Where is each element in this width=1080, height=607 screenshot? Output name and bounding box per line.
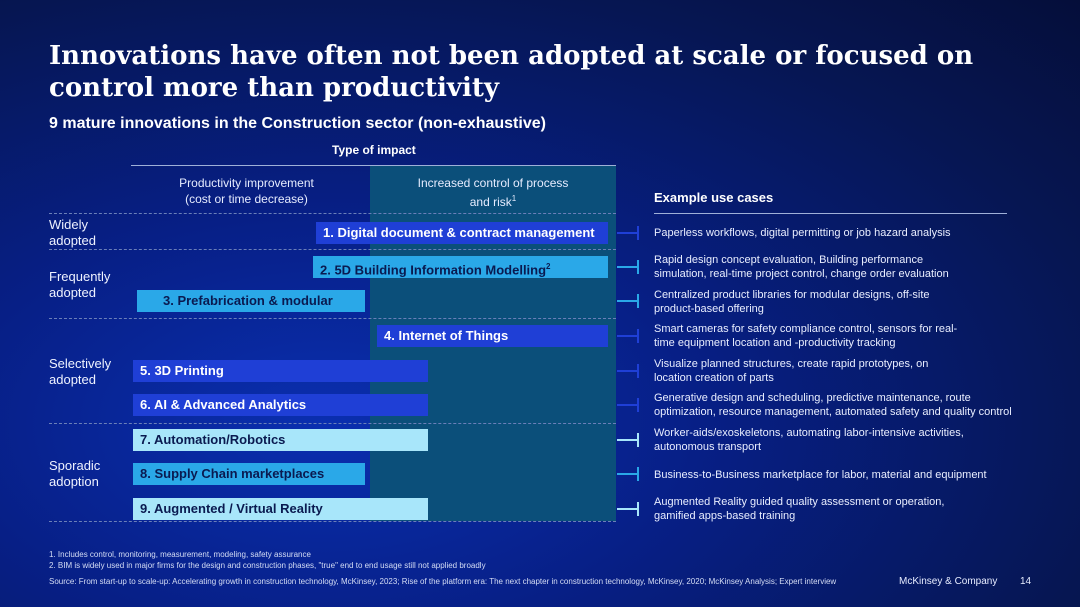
header-divider xyxy=(131,165,616,166)
row-label-line: adopted xyxy=(49,372,96,387)
connector-tick xyxy=(617,232,637,234)
row-label-widely-adopted: Widely adopted xyxy=(49,217,96,249)
use-case-line: Smart cameras for safety compliance cont… xyxy=(654,323,958,335)
use-case-9: Augmented Reality guided quality assessm… xyxy=(654,495,1024,523)
connector-tick xyxy=(617,404,637,406)
footnote-marker: 2 xyxy=(546,262,551,271)
column-header-productivity-line2: (cost or time decrease) xyxy=(185,192,308,206)
innovation-bar-3d-printing: 5. 3D Printing xyxy=(133,360,428,382)
use-case-1: Paperless workflows, digital permitting … xyxy=(654,226,1024,240)
innovation-label: 6. AI & Advanced Analytics xyxy=(140,397,307,412)
connector-tick xyxy=(617,439,637,441)
row-label-line: Widely xyxy=(49,217,89,232)
use-case-line: Centralized product libraries for modula… xyxy=(654,289,930,301)
row-divider xyxy=(49,423,616,424)
connector-tick xyxy=(617,300,637,302)
use-case-2: Rapid design concept evaluation, Buildin… xyxy=(654,253,1024,281)
use-case-line: product-based offering xyxy=(654,303,764,315)
connector-bracket xyxy=(617,433,639,447)
column-header-control-line1: Increased control of process xyxy=(417,176,569,190)
use-case-line: Paperless workflows, digital permitting … xyxy=(654,227,951,239)
use-case-line: autonomous transport xyxy=(654,441,762,453)
footnote-1: 1. Includes control, monitoring, measure… xyxy=(49,550,311,559)
footnote-2: 2. BIM is widely used in major firms for… xyxy=(49,561,486,570)
connector-tick xyxy=(617,508,637,510)
row-label-sporadic-adoption: Sporadic adoption xyxy=(49,458,100,490)
row-label-line: adopted xyxy=(49,233,96,248)
use-case-line: Visualize planned structures, create rap… xyxy=(654,358,929,370)
innovation-label: 7. Automation/Robotics xyxy=(140,432,286,447)
row-label-line: Selectively xyxy=(49,356,112,371)
use-case-line: time equipment location and -productivit… xyxy=(654,337,896,349)
row-divider xyxy=(49,213,616,214)
example-use-cases-header: Example use cases xyxy=(654,190,774,205)
use-case-line: Business-to-Business marketplace for lab… xyxy=(654,469,987,481)
use-case-7: Worker-aids/exoskeletons, automating lab… xyxy=(654,426,1024,454)
row-label-line: Frequently xyxy=(49,269,111,284)
innovation-label: 1. Digital document & contract managemen… xyxy=(323,225,595,240)
use-case-line: simulation, real-time project control, c… xyxy=(654,268,949,280)
innovation-label: 4. Internet of Things xyxy=(384,328,509,343)
innovation-bar-supply-chain: 8. Supply Chain marketplaces xyxy=(133,463,365,485)
use-case-line: gamified apps-based training xyxy=(654,510,796,522)
innovation-bar-ar-vr: 9. Augmented / Virtual Reality xyxy=(133,498,428,520)
row-divider xyxy=(49,318,616,319)
use-case-8: Business-to-Business marketplace for lab… xyxy=(654,468,1024,482)
innovation-label: 9. Augmented / Virtual Reality xyxy=(140,501,323,516)
footnote-marker: 1 xyxy=(511,194,517,203)
connector-tick xyxy=(617,266,637,268)
column-header-control-line2: and risk xyxy=(469,195,512,209)
use-case-line: location creation of parts xyxy=(654,372,774,384)
innovation-bar-prefabrication: 3. Prefabrication & modular xyxy=(137,290,365,312)
innovation-label: 8. Supply Chain marketplaces xyxy=(140,466,325,481)
brand-name: McKinsey & Company xyxy=(899,576,998,587)
use-case-line: Generative design and scheduling, predic… xyxy=(654,392,971,404)
use-case-3: Centralized product libraries for modula… xyxy=(654,288,1024,316)
row-divider xyxy=(49,521,616,522)
use-case-line: optimization, resource management, autom… xyxy=(654,406,1012,418)
use-case-6: Generative design and scheduling, predic… xyxy=(654,391,1024,419)
source-note: Source: From start-up to scale-up: Accel… xyxy=(49,577,837,586)
innovation-bar-digital-document: 1. Digital document & contract managemen… xyxy=(316,222,608,244)
column-header-control: Increased control of process and risk1 xyxy=(370,175,616,210)
type-of-impact-header: Type of impact xyxy=(332,143,416,157)
connector-bracket xyxy=(617,294,639,308)
connector-bracket xyxy=(617,467,639,481)
use-case-5: Visualize planned structures, create rap… xyxy=(654,357,1024,385)
column-header-productivity-line1: Productivity improvement xyxy=(179,176,314,190)
example-header-divider xyxy=(654,213,1007,214)
row-label-frequently-adopted: Frequently adopted xyxy=(49,269,110,301)
row-label-line: adoption xyxy=(49,474,99,489)
row-label-line: adopted xyxy=(49,285,96,300)
connector-tick xyxy=(617,370,637,372)
page-subtitle: 9 mature innovations in the Construction… xyxy=(49,115,546,132)
use-case-line: Augmented Reality guided quality assessm… xyxy=(654,496,945,508)
innovation-bar-ai-analytics: 6. AI & Advanced Analytics xyxy=(133,394,428,416)
page-number: 14 xyxy=(1020,576,1032,587)
connector-tick xyxy=(617,473,637,475)
use-case-line: Worker-aids/exoskeletons, automating lab… xyxy=(654,427,964,439)
innovation-label: 3. Prefabrication & modular xyxy=(163,293,333,308)
connector-bracket xyxy=(617,364,639,378)
connector-bracket xyxy=(617,329,639,343)
row-divider xyxy=(49,249,616,250)
innovation-bar-5d-bim: 2. 5D Building Information Modelling2 xyxy=(313,256,608,278)
connector-bracket xyxy=(617,398,639,412)
connector-tick xyxy=(617,335,637,337)
row-label-line: Sporadic xyxy=(49,458,101,473)
row-label-selectively-adopted: Selectively adopted xyxy=(49,356,111,388)
use-case-line: Rapid design concept evaluation, Buildin… xyxy=(654,254,924,266)
page-title: Innovations have often not been adopted … xyxy=(49,41,974,103)
connector-bracket xyxy=(617,260,639,274)
innovation-label: 2. 5D Building Information Modelling xyxy=(320,262,547,278)
innovation-bar-iot: 4. Internet of Things xyxy=(377,325,608,347)
innovation-bar-automation-robotics: 7. Automation/Robotics xyxy=(133,429,428,451)
use-case-4: Smart cameras for safety compliance cont… xyxy=(654,322,1024,350)
connector-bracket xyxy=(617,502,639,516)
connector-bracket xyxy=(617,226,639,240)
innovation-label: 5. 3D Printing xyxy=(140,363,224,378)
column-header-productivity: Productivity improvement (cost or time d… xyxy=(131,175,362,207)
